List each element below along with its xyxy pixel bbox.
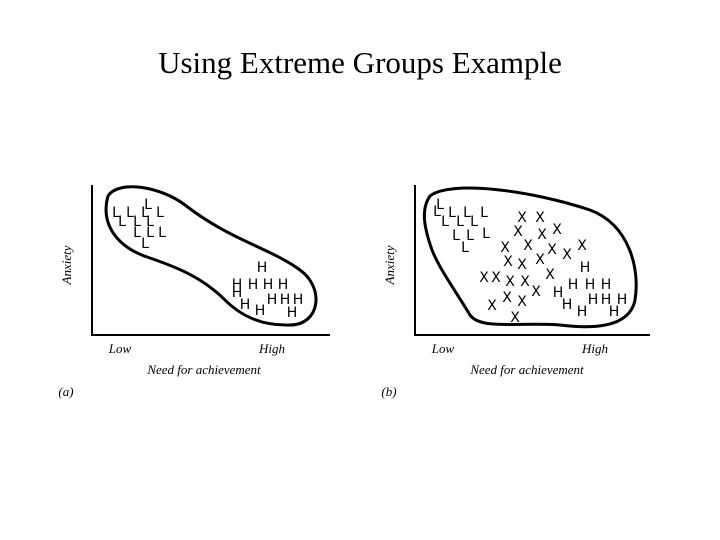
point-letter: L bbox=[463, 205, 471, 221]
point-letter: X bbox=[500, 240, 510, 256]
point-letter: L bbox=[441, 214, 449, 230]
enclosure-a bbox=[104, 185, 318, 327]
point-letter: X bbox=[537, 227, 547, 243]
point-letter: X bbox=[487, 298, 497, 314]
point-letter: H bbox=[580, 260, 591, 276]
point-letter: H bbox=[263, 277, 274, 293]
panel-tag: (b) bbox=[381, 384, 396, 399]
low-label: Low bbox=[108, 341, 132, 356]
point-letter: H bbox=[232, 285, 243, 301]
point-letter: L bbox=[141, 236, 149, 252]
title: Using Extreme Groups Example bbox=[158, 45, 562, 80]
point-letter: H bbox=[287, 305, 298, 321]
point-letter: L bbox=[466, 228, 474, 244]
point-letter: H bbox=[553, 285, 564, 301]
x-label: Need for achievement bbox=[146, 362, 261, 377]
point-letter: L bbox=[470, 214, 478, 230]
point-letter: L bbox=[118, 214, 126, 230]
point-letter: L bbox=[126, 205, 134, 221]
point-letter: L bbox=[141, 205, 149, 221]
point-letter: L bbox=[112, 205, 120, 221]
point-letter: X bbox=[531, 284, 541, 300]
point-letter: X bbox=[491, 270, 501, 286]
point-letter: L bbox=[156, 205, 164, 221]
point-letter: H bbox=[585, 277, 596, 293]
point-letter: X bbox=[517, 210, 527, 226]
point-letter: H bbox=[568, 277, 579, 293]
y-label: Anxiety bbox=[59, 245, 74, 285]
point-letter: L bbox=[158, 225, 166, 241]
point-letter: X bbox=[547, 242, 557, 258]
point-letter: L bbox=[461, 240, 469, 256]
point-letter: H bbox=[601, 292, 612, 308]
high-label: High bbox=[258, 341, 285, 356]
point-letter: X bbox=[503, 254, 513, 270]
point-letter: H bbox=[232, 277, 243, 293]
point-letter: X bbox=[552, 222, 562, 238]
point-letter: X bbox=[562, 247, 572, 263]
y-label: Anxiety bbox=[382, 245, 397, 285]
point-letter: X bbox=[517, 294, 527, 310]
enclosure-b bbox=[422, 186, 638, 329]
point-letter: H bbox=[588, 292, 599, 308]
panel-tag: (a) bbox=[58, 384, 73, 399]
point-letter: H bbox=[577, 304, 588, 320]
point-letter: H bbox=[255, 303, 266, 319]
point-letter: H bbox=[278, 277, 289, 293]
point-letter: L bbox=[133, 225, 141, 241]
point-letter: L bbox=[436, 197, 444, 213]
x-label: Need for achievement bbox=[469, 362, 584, 377]
point-letter: X bbox=[545, 267, 555, 283]
point-letter: L bbox=[452, 228, 460, 244]
point-letter: H bbox=[293, 292, 304, 308]
point-letter: H bbox=[240, 297, 251, 313]
point-letter: H bbox=[280, 292, 291, 308]
high-label: High bbox=[581, 341, 608, 356]
point-letter: H bbox=[257, 260, 268, 276]
point-letter: X bbox=[535, 252, 545, 268]
point-letter: X bbox=[510, 310, 520, 326]
point-letter: L bbox=[133, 214, 141, 230]
point-letter: L bbox=[480, 205, 488, 221]
point-letter: H bbox=[562, 297, 573, 313]
axes-a bbox=[91, 185, 330, 336]
point-letter: H bbox=[609, 304, 620, 320]
point-letter: X bbox=[505, 274, 515, 290]
point-letter: X bbox=[513, 224, 523, 240]
point-letter: H bbox=[617, 292, 628, 308]
point-letter: L bbox=[433, 204, 441, 220]
point-letter: L bbox=[448, 205, 456, 221]
point-letter: X bbox=[502, 290, 512, 306]
point-letter: H bbox=[601, 277, 612, 293]
point-letter: X bbox=[577, 238, 587, 254]
point-letter: L bbox=[144, 197, 152, 213]
low-label: Low bbox=[431, 341, 455, 356]
axes bbox=[91, 185, 650, 336]
point-letter: L bbox=[146, 225, 154, 241]
point-letter: X bbox=[520, 274, 530, 290]
point-letter: H bbox=[267, 292, 278, 308]
point-letter: L bbox=[482, 226, 490, 242]
point-letter: X bbox=[523, 238, 533, 254]
axes-b bbox=[414, 185, 650, 336]
point-letter: X bbox=[517, 257, 527, 273]
point-letter: L bbox=[146, 214, 154, 230]
point-letter: H bbox=[248, 277, 259, 293]
point-letter: X bbox=[479, 270, 489, 286]
point-letter: L bbox=[456, 214, 464, 230]
point-letter: X bbox=[535, 210, 545, 226]
